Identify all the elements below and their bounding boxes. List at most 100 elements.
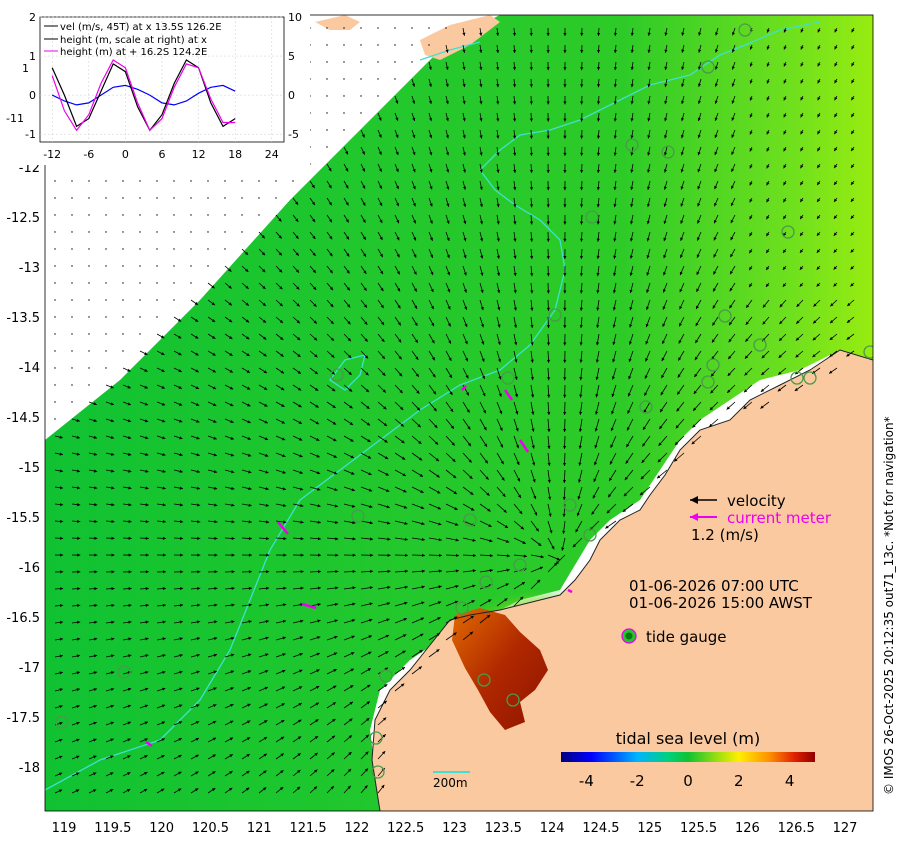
inset-y-tick: -1 [25,128,36,141]
tide-gauge [477,673,491,687]
tide-gauge [718,309,732,323]
lat-tick-label: -12.5 [6,211,40,226]
plot-frame [44,14,874,812]
inset-y2-tick: 0 [288,89,295,102]
lon-tick-label: 122.5 [387,821,424,836]
inset-y-tick: 2 [29,11,36,24]
island [315,15,360,30]
tide-gauge-icon [625,632,633,640]
map-legend: velocity current meter 1.2 (m/s) 01-06-2… [621,492,832,646]
colorbar-tick: 4 [785,772,795,790]
velocity-arrows [54,27,855,794]
tide-gauge [701,375,715,389]
lat-axis: -12-12.5-13-13.5-14-14.5-15-15.5-16-16.5… [6,161,40,776]
utc-time: 01-06-2026 07:00 UTC [629,577,799,595]
lat-tick-label: -15.5 [6,511,40,526]
island [420,15,500,60]
inset-legend-2: height (m) at + 16.2S 124.2E [60,47,207,58]
tide-gauge [790,371,804,385]
lon-tick-label: 122 [344,821,369,836]
lon-tick-label: 125.5 [680,821,717,836]
tide-gauge [501,371,515,385]
colorbar-title: tidal sea level (m) [616,729,760,748]
tide-gauge [661,145,675,159]
lon-tick-label: 126 [735,821,760,836]
tide-gauge [455,601,469,615]
lon-tick-label: 127 [833,821,858,836]
inset-series-0 [51,84,236,106]
isobath-200m [329,354,366,391]
tide-gauge [351,509,365,523]
inset-x-tick: 24 [265,148,279,161]
tide-gauge [55,715,69,729]
inset-side-label: 1 [22,62,29,75]
current-meter [461,385,467,391]
lon-tick-label: 126.5 [778,821,815,836]
tide-gauges [55,23,873,779]
tide-gauge [585,210,599,224]
lon-tick-label: 124.5 [582,821,619,836]
lat-tick-label: -13.5 [6,311,40,326]
lon-tick-label: 123.5 [485,821,522,836]
colorbar: tidal sea level (m) -4 -2 0 2 4 [561,729,815,790]
current-meter [301,602,317,610]
current-meter-label: current meter [727,509,832,527]
tide-gauge [479,575,493,589]
inset-x-tick: 0 [122,148,129,161]
tide-gauge [781,225,795,239]
inset-legend-0: vel (m/s, 45T) at x 13.5S 126.2E [60,22,222,33]
inset-x-tick: 12 [192,148,206,161]
coastline [371,349,873,811]
scale-bar-label: 200m [433,776,468,790]
isobath-200m [419,41,481,61]
tidal-bay [452,608,548,730]
lon-tick-label: 121.5 [289,821,326,836]
inset-y2-tick: -5 [288,128,299,141]
inset-x-tick: -12 [43,148,61,161]
tide-gauge [369,731,383,745]
tide-gauge [706,358,720,372]
inset-y2-tick: 10 [288,11,302,24]
tide-gauge-label: tide gauge [646,628,727,646]
tide-gauge [701,60,715,74]
inset-y2-tick: 5 [288,50,295,63]
tide-gauge [625,138,639,152]
inset-y-tick: 0 [29,89,36,102]
lat-tick-label: -15 [19,461,40,476]
lat-tick-label: -16 [19,561,40,576]
lat-tick-label: -16.5 [6,611,40,626]
current-meter [145,740,153,748]
tide-gauge [506,693,520,707]
lon-tick-label: 120 [149,821,174,836]
tide-gauge [863,345,873,359]
tide-gauge [463,513,477,527]
inset-x-tick: 6 [159,148,166,161]
inset-series-2 [51,59,236,132]
inset-side-label: -11 [6,112,24,125]
lon-tick-label: 119.5 [94,821,131,836]
tide-gauge [753,338,767,352]
awst-time: 01-06-2026 15:00 AWST [629,594,813,612]
tide-gauge [379,669,393,683]
tide-gauge [639,400,653,414]
lat-tick-label: -17.5 [6,711,40,726]
tide-gauge [803,371,817,385]
isobath-200m [45,21,821,791]
tide-gauge [513,558,527,572]
tide-gauge [548,308,562,322]
colorbar-tick: -2 [630,772,645,790]
tide-gauge [117,665,131,679]
colorbar-tick: 2 [734,772,744,790]
velocity-label: velocity [727,492,786,510]
inset-legend: vel (m/s, 45T) at x 13.5S 126.2E height … [44,22,222,58]
colorbar-tick: -4 [579,772,594,790]
tide-gauge [371,765,385,779]
lat-tick-label: -13 [19,261,40,276]
lat-tick-label: -17 [19,661,40,676]
tide-gauge [330,368,344,382]
inset-x-tick: -6 [83,148,94,161]
arrow-head-icon [690,513,698,521]
lon-tick-label: 123 [442,821,467,836]
